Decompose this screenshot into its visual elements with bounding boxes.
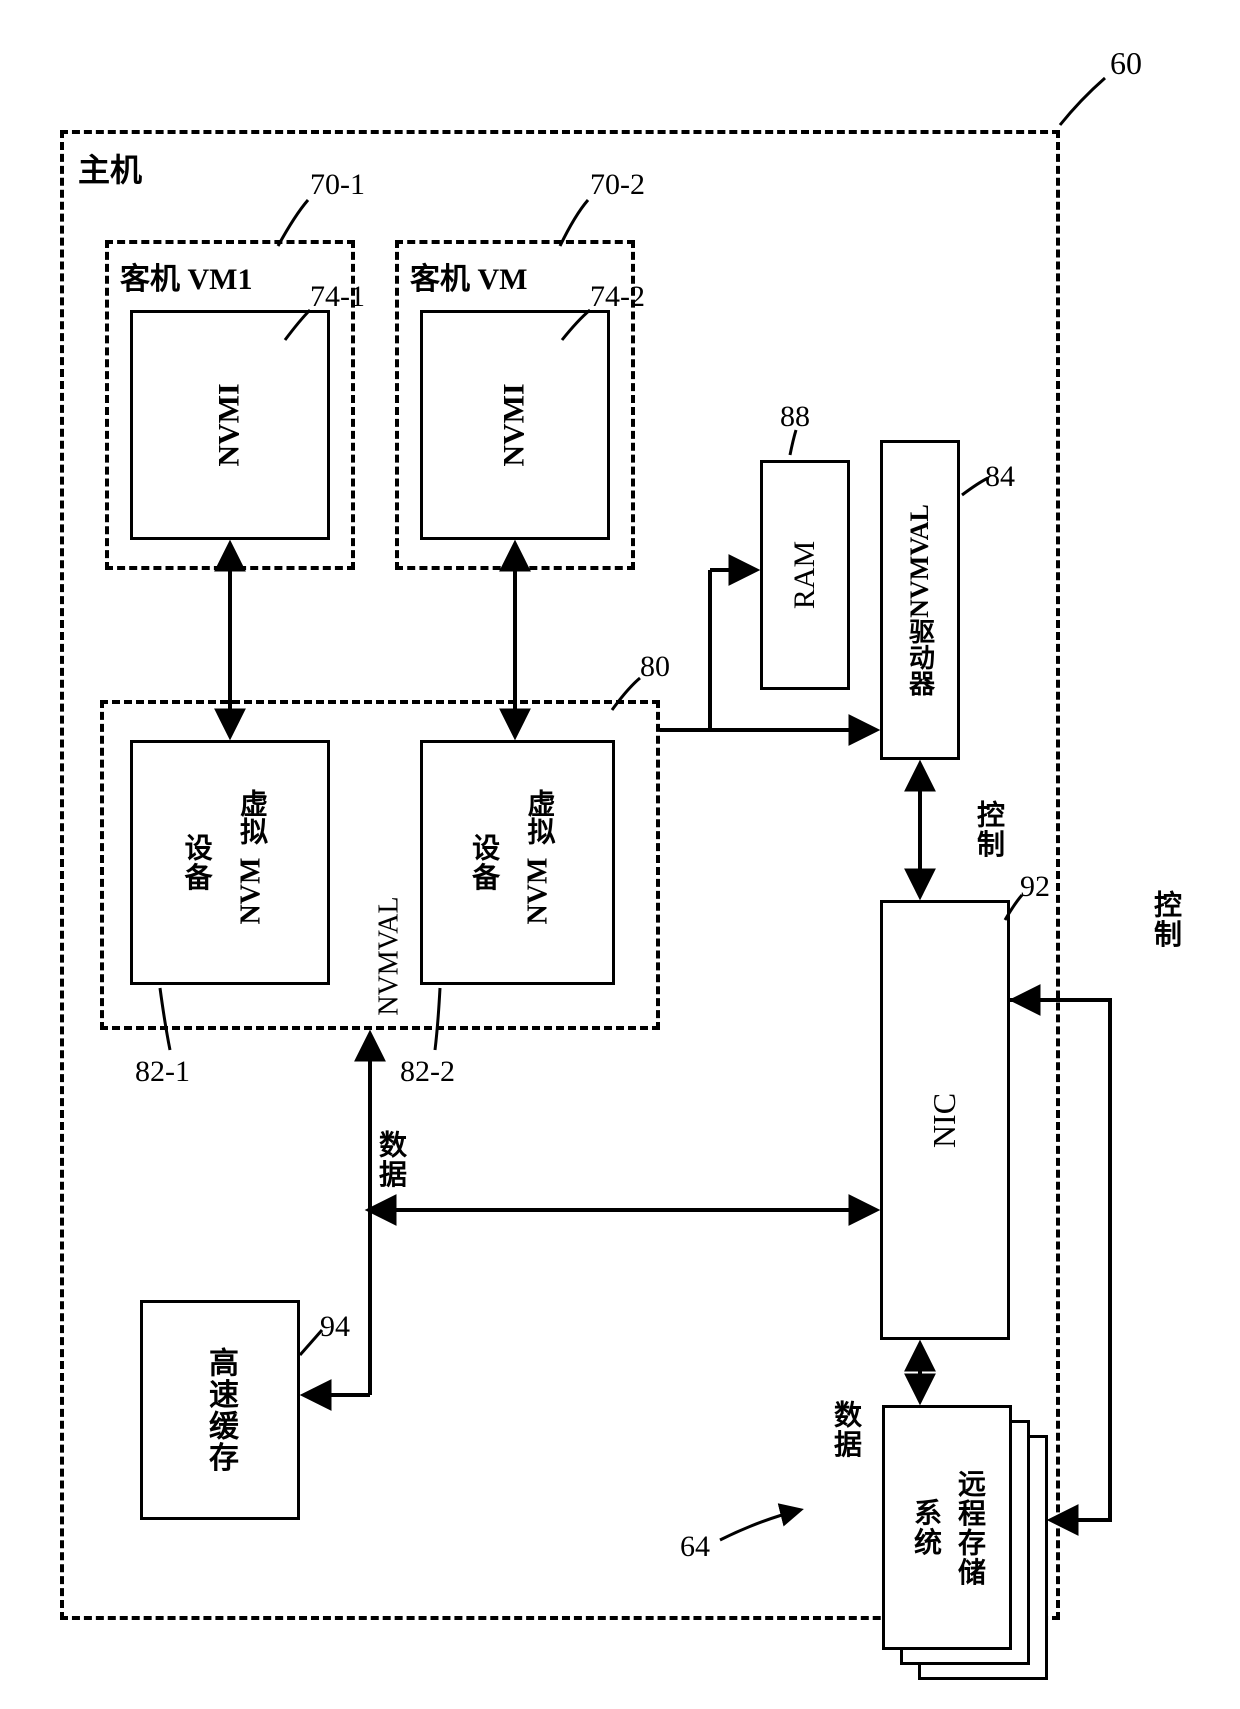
nvmi2-label: NVMI xyxy=(498,383,532,466)
vdev2-box: 设备 虚拟 NVM xyxy=(420,740,615,985)
cache-label: 高速缓存 xyxy=(198,1347,242,1473)
callout-94: 94 xyxy=(320,1310,350,1344)
ctrl-label-1: 控制 xyxy=(968,800,1008,859)
callout-74-1: 74-1 xyxy=(310,280,365,314)
callout-84: 84 xyxy=(985,460,1015,494)
callout-92: 92 xyxy=(1020,870,1050,904)
ram-label: RAM xyxy=(788,541,822,609)
driver-box: NVMVAL 驱动器 xyxy=(880,440,960,760)
remote-box-1: 系统 远程存储 xyxy=(882,1405,1012,1650)
guest-vm1-title: 客机 VM1 xyxy=(120,254,252,298)
remote-l1: 远程存储 xyxy=(949,1469,989,1587)
host-title: 主机 xyxy=(78,145,142,191)
callout-82-1: 82-1 xyxy=(135,1055,190,1089)
driver-cjk: 驱动器 xyxy=(902,618,939,696)
vdev2-cjk: 虚拟 xyxy=(519,789,559,845)
vdev2-label2: 设备 xyxy=(463,833,503,892)
callout-64: 64 xyxy=(680,1530,710,1564)
nvmi1-label: NVMI xyxy=(213,383,247,466)
vdev2-nvm: NVM xyxy=(523,857,555,924)
guest-vm2-title: 客机 VM xyxy=(410,254,527,298)
data-label-2: 数据 xyxy=(825,1400,865,1459)
data-label-1: 数据 xyxy=(370,1130,410,1189)
nvmi2-box: NVMI xyxy=(420,310,610,540)
callout-88: 88 xyxy=(780,400,810,434)
nic-label: NIC xyxy=(926,1092,963,1147)
remote-l2: 系统 xyxy=(905,1469,945,1587)
cache-box: 高速缓存 xyxy=(140,1300,300,1520)
driver-nvmval: NVMVAL xyxy=(905,504,935,618)
callout-80: 80 xyxy=(640,650,670,684)
vdev1-box: 设备 虚拟 NVM xyxy=(130,740,330,985)
nvmi1-box: NVMI xyxy=(130,310,330,540)
callout-70-2: 70-2 xyxy=(590,168,645,202)
ctrl-label-2: 控制 xyxy=(1145,890,1185,949)
callout-74-2: 74-2 xyxy=(590,280,645,314)
callout-60: 60 xyxy=(1110,45,1142,82)
vdev1-nvm: NVM xyxy=(235,857,267,924)
vdev1-label2: 设备 xyxy=(176,833,216,892)
vdev1-cjk: 虚拟 xyxy=(231,789,271,845)
callout-82-2: 82-2 xyxy=(400,1055,455,1089)
nic-box: NIC xyxy=(880,900,1010,1340)
ram-box: RAM xyxy=(760,460,850,690)
callout-70-1: 70-1 xyxy=(310,168,365,202)
